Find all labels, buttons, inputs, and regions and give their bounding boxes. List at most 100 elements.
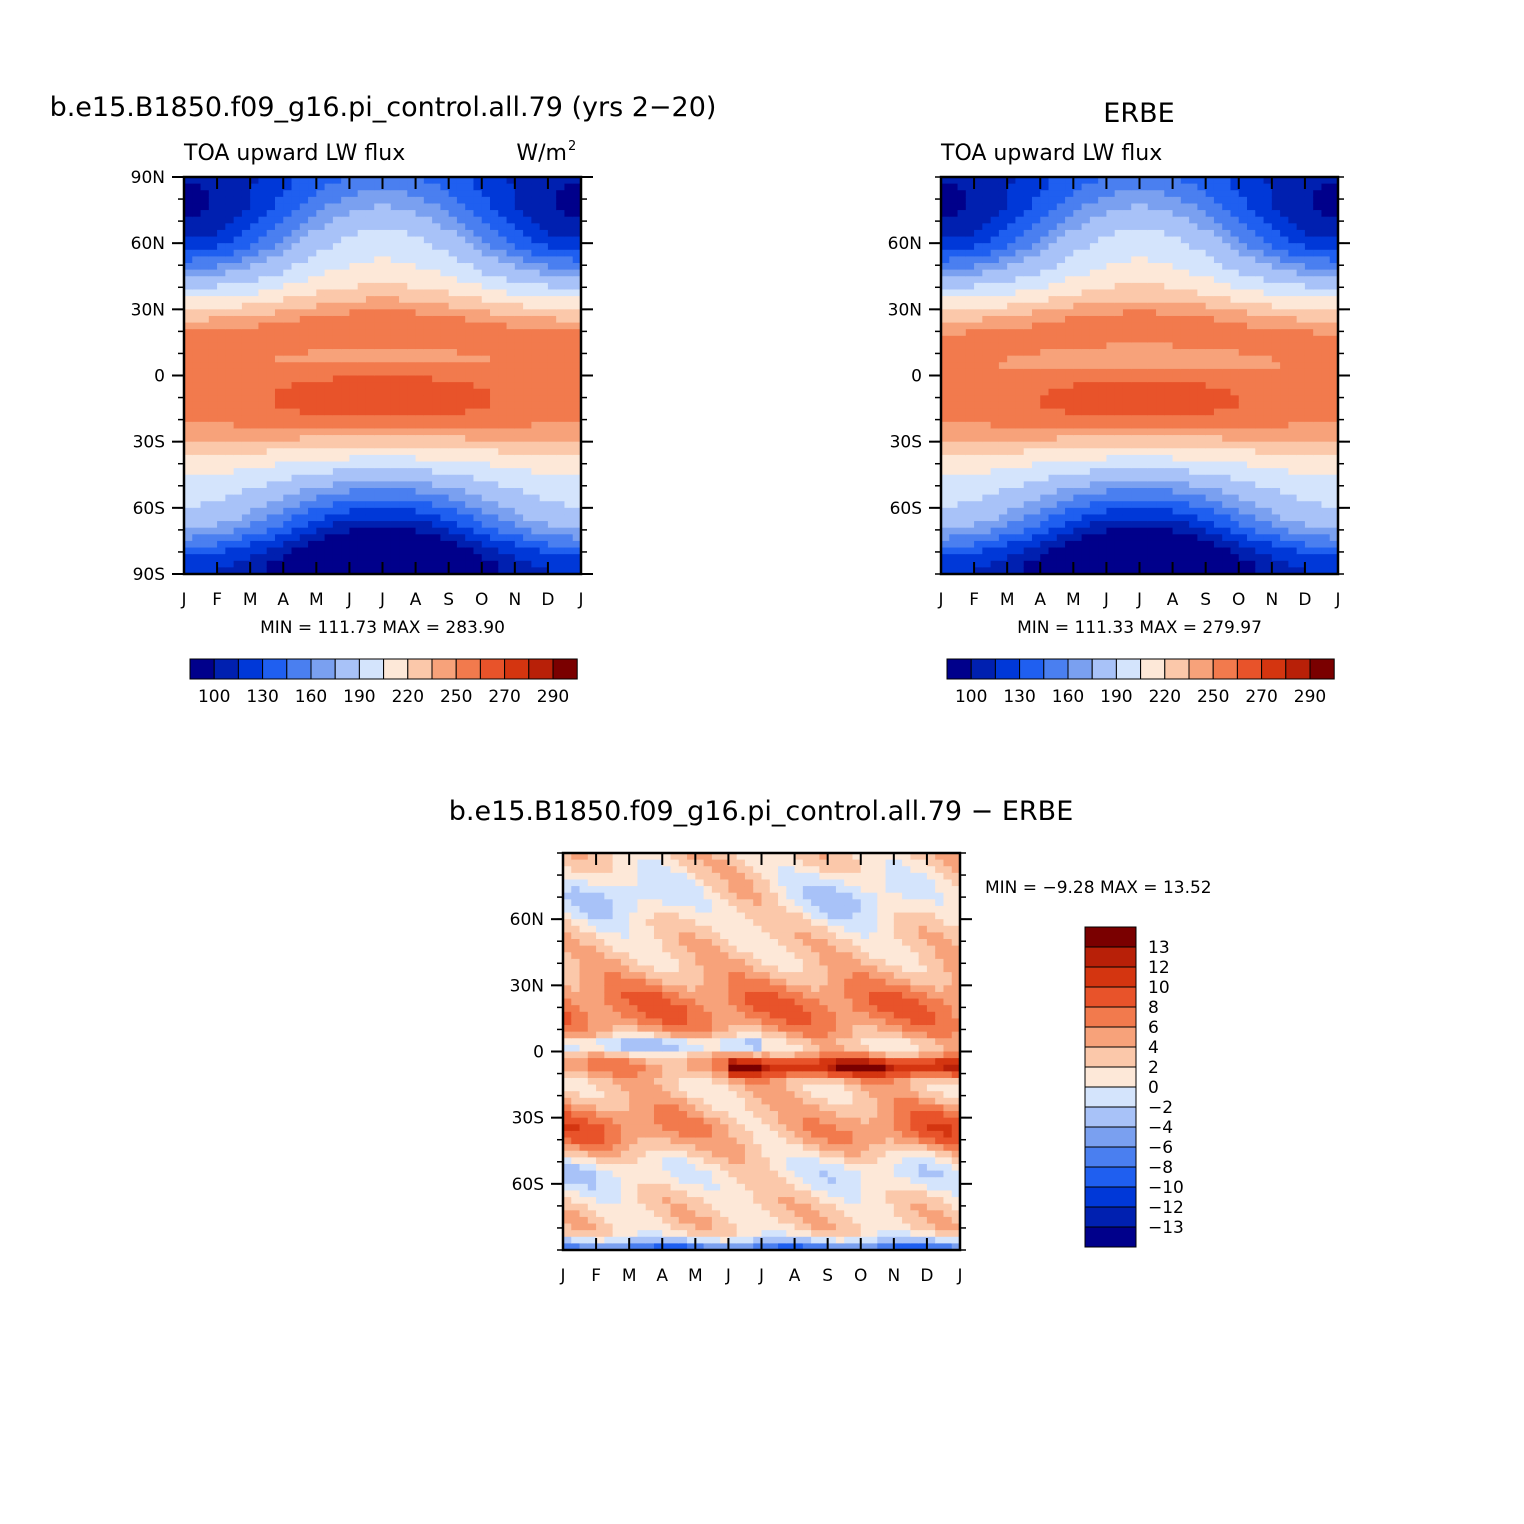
field-cell <box>506 487 516 496</box>
field-cell <box>432 395 441 403</box>
field-cell <box>547 554 557 562</box>
field-cell <box>490 382 499 390</box>
field-cell <box>514 435 524 443</box>
field-cell <box>390 408 400 416</box>
field-cell <box>432 309 441 317</box>
field-cell <box>241 269 251 277</box>
field-cell <box>982 342 992 350</box>
field-cell <box>258 315 268 324</box>
field-cell <box>291 494 301 502</box>
field-cell <box>1205 229 1215 238</box>
field-cell <box>233 487 243 496</box>
field-cell <box>1031 276 1041 284</box>
field-cell <box>200 236 210 244</box>
field-cell <box>473 468 483 476</box>
field-cell <box>258 474 268 482</box>
field-cell <box>1131 540 1141 549</box>
field-cell <box>341 401 351 410</box>
field-cell <box>498 441 508 449</box>
field-cell <box>572 560 582 568</box>
field-cell <box>514 408 524 416</box>
field-cell <box>1007 521 1017 529</box>
field-cell <box>316 335 326 344</box>
field-cell <box>1015 382 1025 390</box>
field-cell <box>291 435 301 443</box>
field-cell <box>1007 249 1017 257</box>
field-cell <box>1073 501 1083 509</box>
field-cell <box>200 249 210 257</box>
field-cell <box>374 256 384 264</box>
field-cell <box>357 243 367 251</box>
field-cell <box>448 547 458 555</box>
field-cell <box>456 190 466 198</box>
field-cell <box>390 229 400 238</box>
field-cell <box>291 428 301 436</box>
field-cell <box>1098 401 1108 410</box>
field-cell <box>1131 276 1141 284</box>
field-cell <box>217 461 226 469</box>
field-cell <box>1040 210 1050 218</box>
field-cell <box>192 388 202 396</box>
field-cell <box>1114 203 1124 211</box>
field-cell <box>531 474 541 482</box>
field-cell <box>283 388 293 396</box>
field-cell <box>407 507 417 516</box>
field-cell <box>1164 441 1174 449</box>
field-cell <box>233 468 243 476</box>
field-cell <box>1131 263 1141 271</box>
field-cell <box>1081 296 1091 304</box>
field-cell <box>432 428 441 436</box>
field-cell <box>399 408 408 416</box>
field-cell <box>1089 474 1099 482</box>
field-cell <box>225 282 235 291</box>
field-cell <box>1089 375 1099 383</box>
field-cell <box>266 375 276 383</box>
field-cell <box>274 282 284 291</box>
field-cell <box>349 441 359 449</box>
field-cell <box>423 349 433 357</box>
field-cell <box>506 289 516 297</box>
field-cell <box>481 382 491 390</box>
field-cell <box>456 368 466 377</box>
field-cell <box>365 243 375 251</box>
field-cell <box>357 335 367 344</box>
field-cell <box>456 322 466 330</box>
field-cell <box>258 560 268 568</box>
field-cell <box>390 487 400 496</box>
field-cell <box>357 210 367 218</box>
field-cell <box>374 282 384 291</box>
field-cell <box>547 355 557 363</box>
field-cell <box>225 521 235 529</box>
field-cell <box>473 289 483 297</box>
field-cell <box>941 521 950 529</box>
field-cell <box>332 375 342 383</box>
field-cell <box>1048 249 1058 257</box>
field-cell <box>324 474 334 482</box>
field-cell <box>1089 534 1099 542</box>
field-cell <box>382 190 392 198</box>
field-cell <box>1089 269 1099 277</box>
field-cell <box>941 368 950 377</box>
field-cell <box>998 507 1008 516</box>
field-cell <box>1156 302 1165 310</box>
field-cell <box>448 276 458 284</box>
field-cell <box>1056 349 1066 357</box>
field-cell <box>1122 540 1132 549</box>
field-cell <box>957 196 967 205</box>
field-cell <box>1065 540 1074 549</box>
field-cell <box>941 441 950 449</box>
field-cell <box>208 494 218 502</box>
field-cell <box>390 375 400 383</box>
field-cell <box>506 355 516 363</box>
field-cell <box>184 203 193 211</box>
field-cell <box>481 547 491 555</box>
field-cell <box>365 494 375 502</box>
field-cell <box>390 289 400 297</box>
field-cell <box>308 408 317 416</box>
field-cell <box>465 428 475 436</box>
field-cell <box>547 560 557 568</box>
field-cell <box>1147 435 1157 443</box>
field-cell <box>456 468 466 476</box>
field-cell <box>382 256 392 264</box>
field-cell <box>1189 183 1198 191</box>
